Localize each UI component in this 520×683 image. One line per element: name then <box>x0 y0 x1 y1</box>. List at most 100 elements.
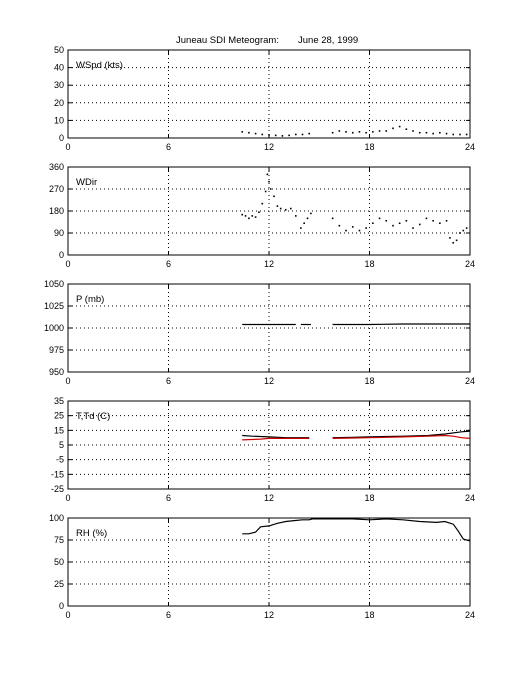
data-point <box>455 239 458 242</box>
x-tick-label: 18 <box>364 259 374 269</box>
data-point <box>288 134 290 137</box>
data-point <box>248 131 250 134</box>
data-point <box>365 227 367 229</box>
y-tick-label: 30 <box>54 80 64 90</box>
data-point <box>284 208 287 211</box>
x-tick-label: 6 <box>166 259 171 269</box>
y-tick-label: 50 <box>54 557 64 567</box>
data-point <box>273 195 275 198</box>
x-tick-label: 24 <box>465 376 475 386</box>
data-point <box>345 229 347 232</box>
x-tick-label: 0 <box>65 376 70 386</box>
data-point <box>303 222 305 225</box>
data-point <box>254 216 257 218</box>
data-point <box>365 131 367 134</box>
data-point <box>289 207 292 210</box>
x-tick-label: 24 <box>465 142 475 152</box>
data-point <box>345 131 347 133</box>
y-tick-label: 25 <box>54 411 64 421</box>
data-point <box>279 207 282 210</box>
data-point <box>310 212 312 215</box>
panel-label: P (mb) <box>76 294 104 305</box>
data-point <box>251 215 254 217</box>
dewpoint-line <box>242 437 310 441</box>
panel-label: WSpd (kts) <box>76 60 123 71</box>
data-point <box>338 224 341 227</box>
y-tick-label: 1025 <box>44 301 64 311</box>
data-point <box>425 217 428 220</box>
data-point <box>358 229 361 232</box>
y-tick-label: 25 <box>54 579 64 589</box>
x-tick-label: 12 <box>264 259 274 269</box>
chart-date: June 28, 1999 <box>298 35 358 46</box>
data-point <box>295 133 297 136</box>
data-point <box>432 219 434 222</box>
data-point <box>241 131 243 133</box>
x-tick-label: 0 <box>65 610 70 620</box>
y-tick-label: 10 <box>54 115 64 125</box>
x-tick-label: 24 <box>465 259 475 269</box>
data-point <box>372 222 374 225</box>
data-point <box>301 133 304 136</box>
data-point <box>452 241 455 244</box>
y-tick-label: 100 <box>49 513 64 523</box>
data-point <box>295 215 297 217</box>
data-point <box>281 135 284 137</box>
data-point <box>392 224 394 227</box>
panel-4: 0 6 12 18 24 -25 -15 -5 5 15 25 35 T,Td (C) <box>51 396 475 503</box>
x-tick-label: 24 <box>465 610 475 620</box>
chart-title: Juneau SDI Meteogram: <box>176 35 279 46</box>
dewpoint-line <box>332 434 471 439</box>
data-point <box>274 134 277 137</box>
data-point <box>439 222 441 225</box>
panel-2: 0 6 12 18 24 0 90 180 270 360 WDir <box>49 162 475 269</box>
panel-label: RH (%) <box>76 528 107 539</box>
data-point <box>306 217 309 220</box>
data-point <box>385 219 388 222</box>
y-tick-label: 75 <box>54 535 64 545</box>
data-point <box>462 229 465 232</box>
data-point <box>276 205 279 207</box>
data-point <box>254 132 257 135</box>
y-tick-label: 0 <box>59 133 64 143</box>
x-tick-label: 18 <box>364 493 374 503</box>
data-point <box>412 130 414 132</box>
y-tick-label: -5 <box>56 455 64 465</box>
y-tick-label: 5 <box>59 440 64 450</box>
panel-label: WDir <box>76 177 97 188</box>
data-point <box>264 190 267 193</box>
y-tick-label: -25 <box>51 484 64 494</box>
data-point <box>385 130 388 132</box>
x-tick-label: 18 <box>364 376 374 386</box>
data-point <box>351 131 354 134</box>
data-point <box>465 227 468 229</box>
data-point <box>405 219 408 222</box>
x-tick-label: 12 <box>264 376 274 386</box>
data-point <box>261 202 264 205</box>
data-point <box>459 133 461 136</box>
data-point <box>465 133 468 136</box>
data-point <box>392 127 394 130</box>
x-tick-label: 18 <box>364 142 374 152</box>
data-point <box>418 131 421 134</box>
y-tick-label: 180 <box>49 206 64 216</box>
x-tick-label: 6 <box>166 376 171 386</box>
panel-label: T,Td (C) <box>76 411 110 422</box>
x-tick-label: 0 <box>65 493 70 503</box>
y-tick-label: -15 <box>51 469 64 479</box>
data-point <box>445 132 448 135</box>
data-point <box>244 215 247 217</box>
data-point <box>331 131 334 134</box>
x-tick-label: 24 <box>465 493 475 503</box>
data-point <box>418 223 421 226</box>
y-tick-label: 40 <box>54 63 64 73</box>
data-point <box>445 219 448 222</box>
data-point <box>372 131 374 133</box>
x-tick-label: 0 <box>65 142 70 152</box>
y-tick-label: 20 <box>54 98 64 108</box>
data-point <box>412 227 414 229</box>
data-point <box>248 217 250 220</box>
data-point <box>261 133 264 136</box>
y-tick-label: 270 <box>49 184 64 194</box>
